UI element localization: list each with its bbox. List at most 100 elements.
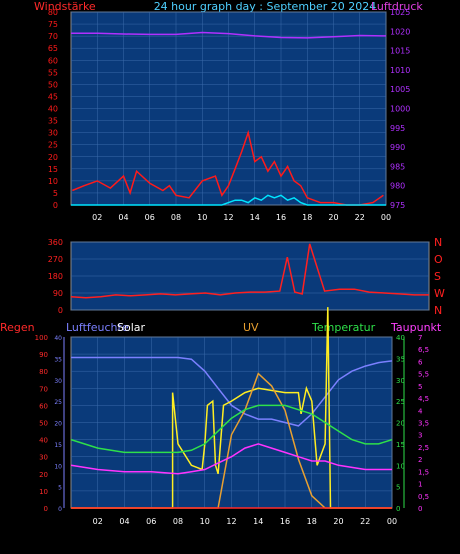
top-left-tick-label: 40 — [48, 105, 58, 114]
top-right-ticks: 975 980 985 990 995 1000 1005 1010 1015 1020 1025 — [390, 8, 410, 210]
top-left-tick-label: 25 — [48, 141, 58, 150]
top-left-tick-label: 30 — [48, 129, 58, 138]
label-luftfeuchte: Luftfeuchte — [66, 321, 129, 334]
regen-tick-label: 60 — [39, 402, 48, 410]
dewpoint-tick-label: 1,5 — [418, 468, 429, 476]
dewpoint-tick-label: 5 — [418, 383, 422, 391]
top-left-tick-label: 70 — [48, 32, 58, 41]
top-right-tick-label: 1010 — [390, 66, 410, 75]
bottom-chart: Regen Luftfeuchte Solar UV Temperatur Ta… — [0, 307, 442, 526]
temperature-tick-label: 25 — [396, 398, 405, 406]
top-right-tick-label: 1015 — [390, 47, 410, 56]
series-wind-line — [72, 129, 384, 206]
regen-tick-label: 50 — [39, 420, 48, 428]
left-axis-label-windstaerke: Windstärke — [34, 0, 96, 13]
right-axis-label-luftdruck: Luftdruck — [371, 0, 423, 13]
bottom-x-tick-label: 06 — [146, 517, 156, 526]
bottom-x-tick-label: 00 — [387, 517, 397, 526]
top-left-tick-label: 65 — [48, 44, 58, 53]
temperature-tick-label: 20 — [396, 420, 405, 428]
direction-compass-label: N — [434, 304, 442, 317]
regen-tick-label: 10 — [39, 488, 48, 496]
direction-left-tick-label: 0 — [58, 306, 63, 315]
temperature-tick-label: 10 — [396, 462, 405, 470]
bottom-x-tick-label: 14 — [253, 517, 263, 526]
label-taupunkt: Taupunkt — [390, 321, 442, 334]
bottom-x-tick-label: 04 — [119, 517, 129, 526]
bottom-x-tick-label: 02 — [93, 517, 103, 526]
regen-tick-label: 90 — [39, 351, 48, 359]
top-left-tick-label: 80 — [48, 8, 58, 17]
humidity-tick-label: 30 — [54, 378, 62, 385]
top-left-tick-label: 15 — [48, 165, 58, 174]
temperature-tick-label: 40 — [396, 334, 405, 342]
direction-series — [70, 243, 429, 299]
bottom-x-tick-label: 18 — [307, 517, 317, 526]
top-right-tick-label: 1025 — [390, 8, 410, 17]
series-temperature-line — [70, 404, 393, 454]
top-left-tick-label: 75 — [48, 20, 58, 29]
top-right-tick-label: 1020 — [390, 27, 410, 36]
bottom-x-ticks: 02 04 06 08 10 12 14 16 18 20 22 00 — [93, 517, 397, 526]
humidity-tick-label: 25 — [54, 399, 62, 406]
top-right-tick-label: 980 — [390, 182, 405, 191]
label-solar: Solar — [117, 321, 146, 334]
direction-grid — [71, 241, 429, 311]
regen-tick-label: 70 — [39, 385, 48, 393]
series-humidity-line — [71, 356, 393, 427]
top-left-tick-label: 20 — [48, 153, 58, 162]
series-direction-line — [70, 243, 429, 299]
dewpoint-tick-label: 3 — [418, 432, 422, 440]
direction-left-tick-label: 90 — [53, 289, 63, 298]
top-x-tick-label: 16 — [276, 213, 286, 222]
dewpoint-tick-label: 4 — [418, 407, 423, 415]
bottom-x-tick-label: 20 — [333, 517, 343, 526]
label-temperatur: Temperatur — [311, 321, 376, 334]
bottom-grid — [71, 336, 393, 509]
top-left-tick-label: 45 — [48, 92, 58, 101]
bottom-axes: 0102030405060708090100051015202530354005… — [35, 334, 430, 513]
top-left-tick-label: 35 — [48, 117, 58, 126]
dewpoint-tick-label: 7 — [418, 334, 422, 342]
top-right-tick-label: 995 — [390, 124, 405, 133]
top-x-tick-label: 02 — [92, 213, 102, 222]
top-chart: 24 hour graph day : September 20 2024 Wi… — [34, 0, 423, 222]
top-x-tick-label: 08 — [171, 213, 181, 222]
dewpoint-tick-label: 6,5 — [418, 346, 429, 354]
top-right-tick-label: 1005 — [390, 85, 410, 94]
top-left-tick-label: 5 — [53, 189, 58, 198]
top-left-tick-label: 0 — [53, 201, 58, 210]
humidity-tick-label: 40 — [54, 335, 62, 342]
temperature-tick-label: 5 — [396, 484, 400, 492]
top-left-tick-label: 55 — [48, 68, 58, 77]
dewpoint-tick-label: 2,5 — [418, 444, 429, 452]
series-gust-line — [71, 194, 386, 206]
label-uv: UV — [243, 321, 259, 334]
temperature-tick-label: 0 — [396, 505, 400, 513]
top-right-tick-label: 985 — [390, 162, 405, 171]
top-grid — [71, 11, 387, 206]
top-x-tick-label: 12 — [223, 213, 233, 222]
dewpoint-tick-label: 0 — [418, 505, 422, 513]
dewpoint-tick-label: 1 — [418, 481, 422, 489]
regen-tick-label: 40 — [39, 437, 48, 445]
top-left-tick-label: 60 — [48, 56, 58, 65]
top-right-tick-label: 1000 — [390, 105, 410, 114]
regen-tick-label: 30 — [39, 454, 48, 462]
dewpoint-tick-label: 5,5 — [418, 371, 429, 379]
dewpoint-tick-label: 0,5 — [418, 493, 429, 501]
bottom-x-tick-label: 22 — [360, 517, 370, 526]
top-x-tick-label: 00 — [381, 213, 391, 222]
dewpoint-tick-label: 3,5 — [418, 420, 429, 428]
direction-compass-label: W — [434, 287, 445, 300]
top-right-tick-label: 975 — [390, 201, 405, 210]
direction-compass-label: O — [434, 253, 443, 266]
series-dewpoint-line — [70, 443, 392, 475]
top-left-tick-label: 50 — [48, 80, 58, 89]
top-x-tick-label: 14 — [250, 213, 260, 222]
regen-tick-label: 100 — [35, 334, 48, 342]
top-x-tick-label: 18 — [302, 213, 312, 222]
top-left-ticks: 0 5 10 15 20 25 30 35 40 45 50 55 60 65 70 75 80 — [48, 8, 58, 210]
